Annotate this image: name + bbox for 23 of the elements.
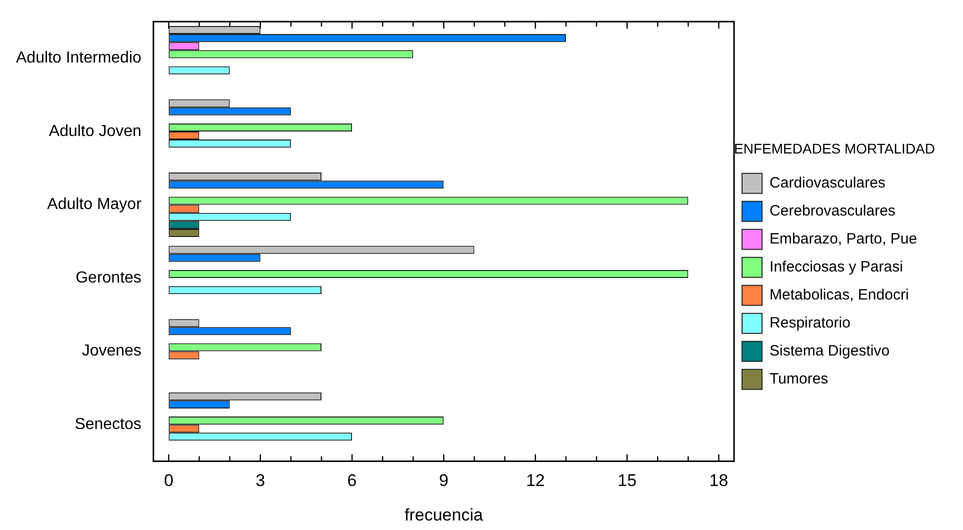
legend-label: Embarazo, Parto, Pue xyxy=(770,230,918,248)
y-tick-label: Adulto Intermedio xyxy=(16,50,142,67)
legend-label: Metabolicas, Endocri xyxy=(770,286,909,304)
x-tick-label: 3 xyxy=(256,471,266,490)
legend-label: Cerebrovasculares xyxy=(770,202,896,220)
x-tick-label: 6 xyxy=(347,471,357,490)
x-tick-label: 9 xyxy=(438,471,448,490)
y-tick-label: Adulto Mayor xyxy=(47,196,142,214)
legend-label: Sistema Digestivo xyxy=(770,342,890,360)
legend-label: Tumores xyxy=(770,370,828,388)
y-tick-label: Senectos xyxy=(74,416,142,433)
legend-label: Cardiovasculares xyxy=(770,174,886,192)
x-axis-title: frecuencia xyxy=(404,505,484,524)
y-tick-label: Adulto Joven xyxy=(48,122,142,140)
x-tick-label: 12 xyxy=(526,471,545,490)
x-tick-label: 0 xyxy=(164,471,174,490)
legend-label: Infecciosas y Parasi xyxy=(770,258,903,276)
x-tick-label: 18 xyxy=(709,471,728,490)
y-tick-label: Gerontes xyxy=(76,269,142,286)
legend-title: ENFEMEDADES MORTALIDAD xyxy=(734,140,936,156)
legend-label: Respiratorio xyxy=(770,314,850,332)
x-tick-label: 15 xyxy=(618,471,637,490)
y-tick-label: Jovenes xyxy=(82,342,142,360)
